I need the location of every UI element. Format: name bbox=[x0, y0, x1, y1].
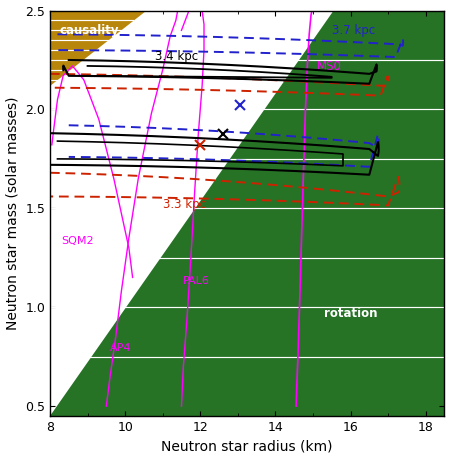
Text: PAL6: PAL6 bbox=[183, 275, 210, 285]
Y-axis label: Neutron star mass (solar masses): Neutron star mass (solar masses) bbox=[5, 96, 19, 330]
Polygon shape bbox=[50, 11, 333, 416]
Text: 3.7 kpc: 3.7 kpc bbox=[332, 24, 375, 37]
Text: AP4: AP4 bbox=[110, 343, 131, 353]
Polygon shape bbox=[50, 11, 445, 416]
X-axis label: Neutron star radius (km): Neutron star radius (km) bbox=[162, 439, 333, 453]
Text: 3.3 kpc: 3.3 kpc bbox=[163, 198, 206, 211]
Text: 3.4 kpc: 3.4 kpc bbox=[155, 50, 198, 63]
Text: causality: causality bbox=[59, 24, 119, 37]
Text: MS0: MS0 bbox=[317, 60, 342, 73]
Text: rotation: rotation bbox=[324, 307, 378, 320]
Text: SQM2: SQM2 bbox=[61, 236, 94, 246]
Polygon shape bbox=[50, 11, 146, 86]
